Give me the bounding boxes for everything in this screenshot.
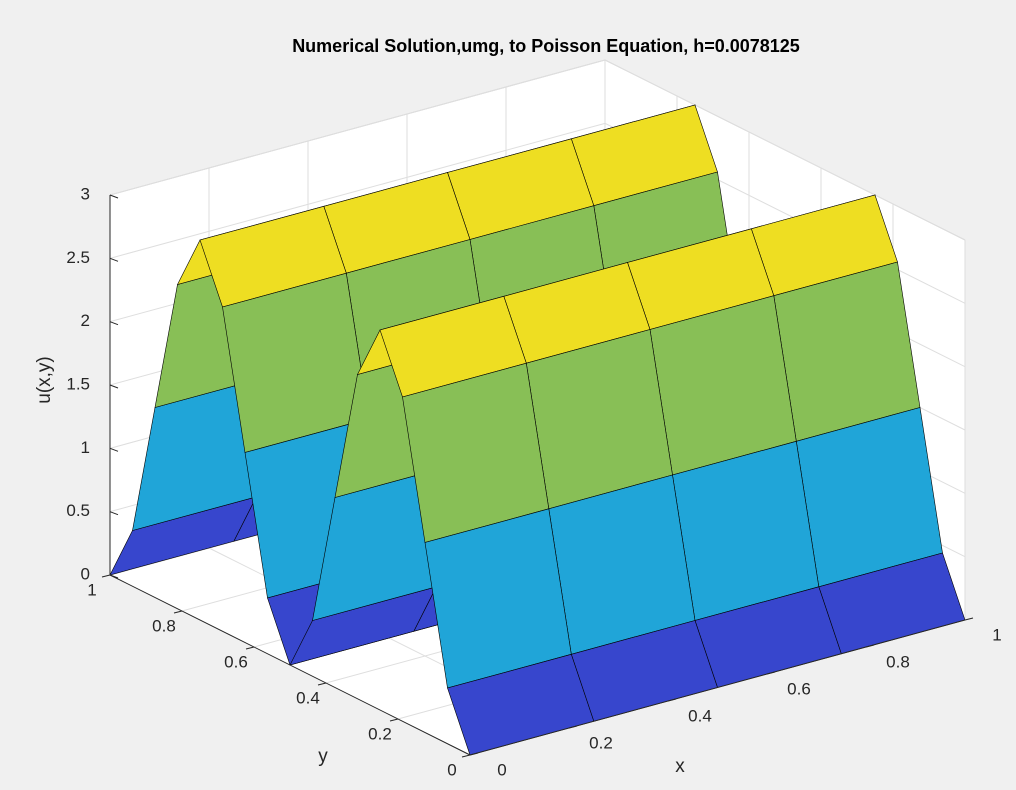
- z-tick: [109, 384, 119, 389]
- z-tick-label: 0: [81, 564, 90, 583]
- z-tick-label: 0.5: [66, 501, 90, 520]
- chart-title: Numerical Solution,umg, to Poisson Equat…: [292, 36, 800, 56]
- y-tick-label: 0: [447, 760, 456, 779]
- x-tick-label: 0.8: [886, 652, 910, 671]
- x-tick: [964, 617, 974, 621]
- y-tick: [317, 682, 327, 686]
- y-tick: [245, 646, 255, 650]
- grid-line: [604, 59, 966, 241]
- z-tick-label: 1.5: [66, 374, 90, 393]
- x-tick-label: 0: [497, 760, 506, 779]
- y-tick-label: 0.4: [296, 688, 320, 707]
- y-tick-label: 0.6: [224, 652, 248, 671]
- axis-line: [109, 574, 471, 756]
- grid-line: [109, 122, 606, 259]
- y-tick: [173, 610, 183, 614]
- z-tick: [109, 511, 119, 516]
- z-tick: [109, 447, 119, 452]
- z-axis-label: u(x,y): [34, 356, 55, 404]
- z-tick-label: 1: [81, 438, 90, 457]
- x-axis-label: x: [675, 756, 685, 777]
- z-tick-label: 3: [81, 184, 90, 203]
- surface: [109, 104, 966, 756]
- axes: 00.20.40.60.8100.20.40.60.8100.511.522.5…: [66, 184, 1001, 779]
- y-tick: [461, 754, 471, 758]
- x-tick-label: 0.4: [688, 706, 712, 725]
- y-axis-label: y: [318, 746, 328, 767]
- z-tick: [109, 257, 119, 262]
- x-tick-label: 0.6: [787, 679, 811, 698]
- z-tick-label: 2.5: [66, 248, 90, 267]
- z-tick: [109, 321, 119, 326]
- x-tick-label: 1: [992, 625, 1001, 644]
- x-tick-label: 0.2: [589, 733, 613, 752]
- y-tick: [389, 718, 399, 722]
- z-tick: [109, 194, 119, 199]
- y-tick: [101, 574, 111, 578]
- axis-line: [469, 619, 966, 756]
- y-tick-label: 0.8: [152, 616, 176, 635]
- y-tick-label: 0.2: [368, 724, 392, 743]
- grid-line: [109, 59, 606, 196]
- z-tick-label: 2: [81, 311, 90, 330]
- y-tick-label: 1: [87, 580, 96, 599]
